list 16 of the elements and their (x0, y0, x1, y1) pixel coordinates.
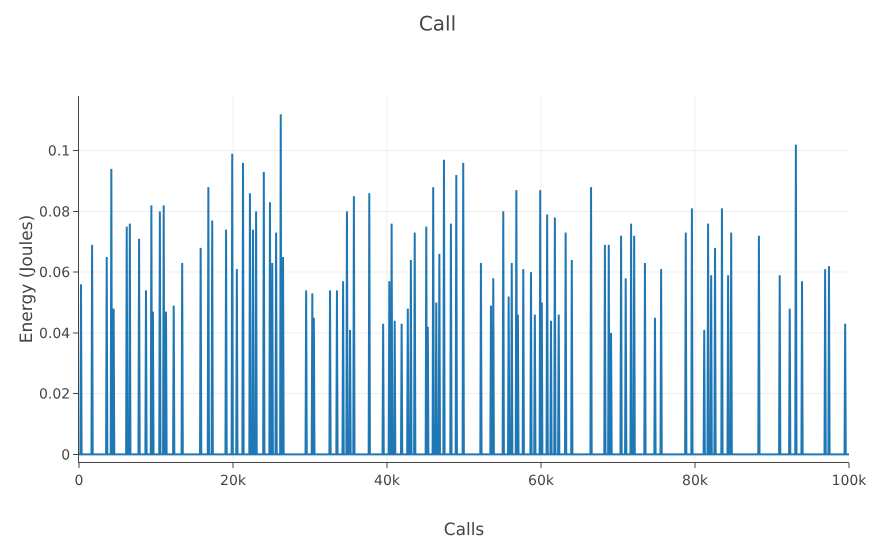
y-tick-label: 0.04 (39, 326, 70, 342)
y-tick-label: 0.08 (39, 204, 70, 220)
x-tick-label: 0 (74, 472, 84, 489)
y-tick-label: 0.02 (39, 386, 70, 403)
chart-title: Call (418, 12, 456, 36)
x-axis-title: Calls (444, 520, 484, 540)
y-axis-title: Energy (Joules) (17, 214, 38, 344)
y-tick-label: 0.06 (39, 265, 70, 282)
line-series (79, 113, 849, 456)
y-tick-label: 0.1 (48, 144, 70, 160)
x-tick-label: 60k (528, 472, 555, 489)
x-tick-label: 40k (374, 472, 401, 489)
y-tick-label: 0 (61, 447, 70, 464)
x-tick-label: 80k (682, 472, 709, 489)
x-tick-label: 100k (832, 472, 868, 489)
x-tick-label: 20k (220, 472, 247, 489)
